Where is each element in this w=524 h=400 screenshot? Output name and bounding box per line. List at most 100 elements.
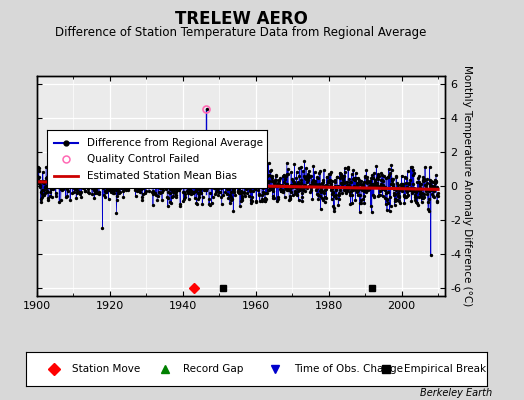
Point [242, 186, 250, 193]
Point [336, 187, 345, 194]
Point [353, 189, 362, 195]
Point [130, 175, 138, 181]
Point [348, 186, 357, 193]
Point [201, 172, 209, 178]
Point [270, 180, 278, 186]
Point [310, 169, 319, 175]
Point [313, 190, 322, 197]
Point [368, 172, 376, 178]
Point [103, 179, 111, 186]
Point [64, 183, 72, 189]
Point [239, 172, 248, 179]
Point [412, 200, 421, 206]
Point [384, 200, 392, 206]
Point [206, 175, 215, 182]
Point [274, 194, 282, 200]
Point [328, 191, 336, 197]
Point [324, 178, 333, 185]
Point [43, 197, 52, 203]
Point [288, 176, 296, 182]
Point [409, 167, 417, 173]
Point [40, 189, 49, 196]
Point [353, 181, 362, 187]
Point [136, 189, 144, 196]
Point [246, 187, 255, 193]
Point [328, 196, 336, 202]
Point [307, 182, 315, 188]
Point [372, 182, 380, 188]
Point [174, 176, 183, 183]
Point [359, 196, 367, 202]
Point [291, 190, 300, 197]
Point [361, 173, 369, 180]
Point [386, 194, 395, 200]
Point [37, 189, 46, 195]
Point [422, 187, 431, 194]
Point [316, 193, 324, 200]
Point [206, 167, 215, 174]
Point [311, 181, 319, 187]
Point [380, 184, 388, 190]
Point [402, 180, 410, 186]
Point [229, 186, 237, 192]
Point [286, 195, 294, 201]
Point [318, 188, 326, 195]
Point [173, 177, 181, 184]
Point [330, 208, 338, 215]
Point [288, 184, 296, 190]
Point [224, 182, 232, 189]
Point [224, 172, 232, 179]
Point [59, 174, 68, 181]
Point [154, 180, 162, 186]
Point [312, 181, 320, 187]
Point [173, 182, 182, 188]
Point [225, 186, 234, 192]
Point [168, 194, 176, 201]
Point [259, 182, 268, 189]
Point [77, 194, 85, 200]
Point [88, 184, 96, 191]
Point [429, 193, 438, 199]
Point [330, 193, 338, 199]
Point [267, 178, 276, 184]
Point [208, 184, 216, 191]
Point [55, 199, 63, 205]
Point [242, 177, 250, 184]
Point [362, 188, 370, 194]
Point [189, 190, 197, 197]
Point [399, 192, 408, 198]
Point [389, 176, 397, 182]
Point [402, 189, 411, 195]
Point [141, 183, 149, 190]
Point [293, 181, 302, 188]
Point [134, 187, 142, 193]
Point [86, 178, 95, 185]
Point [84, 189, 93, 196]
Point [246, 174, 254, 181]
Point [403, 168, 412, 174]
Point [199, 180, 207, 186]
Point [260, 190, 268, 196]
Point [237, 196, 246, 203]
Point [205, 202, 214, 208]
Point [214, 185, 222, 191]
Point [110, 190, 118, 196]
Point [171, 191, 180, 198]
Point [387, 167, 396, 173]
Point [124, 172, 132, 179]
Point [320, 183, 328, 190]
Point [62, 177, 70, 184]
Point [398, 185, 407, 192]
Point [155, 189, 163, 196]
Point [347, 188, 356, 194]
Point [233, 180, 241, 187]
Point [385, 166, 393, 172]
Point [269, 178, 278, 184]
Point [88, 168, 96, 174]
Point [288, 184, 297, 190]
Point [318, 194, 326, 201]
Point [65, 173, 73, 180]
Point [311, 178, 320, 184]
Point [307, 184, 315, 191]
Point [391, 196, 399, 202]
